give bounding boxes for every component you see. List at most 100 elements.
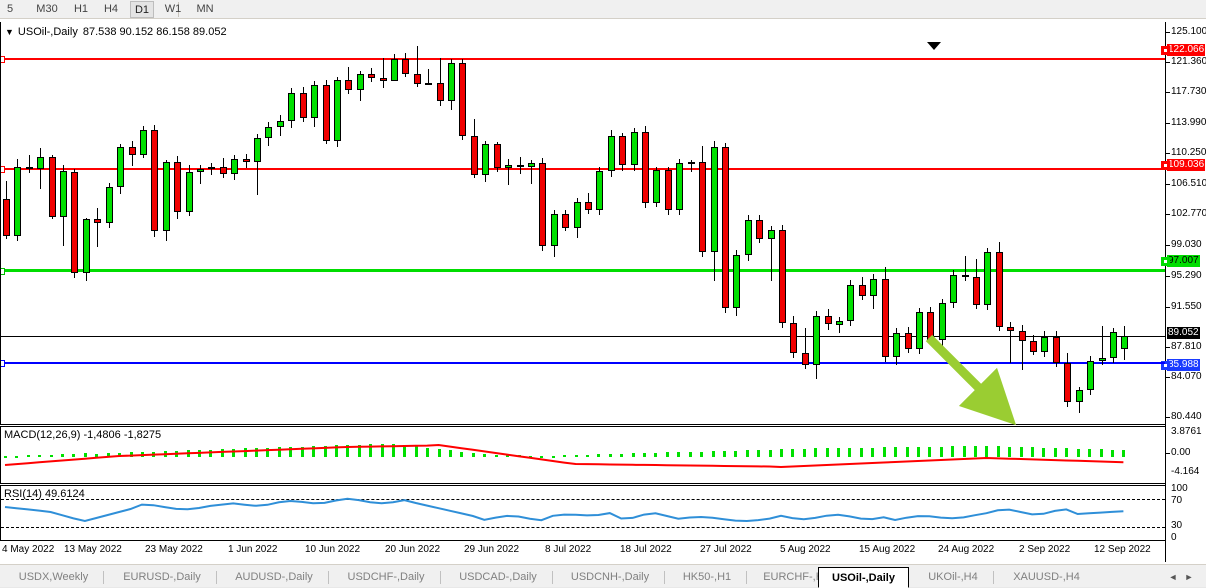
macd-histogram-bar (780, 449, 783, 457)
price-level-marker[interactable] (1161, 257, 1170, 266)
chart-tab-usdxweekly[interactable]: USDX,Weekly (18, 571, 89, 583)
chevron-down-icon[interactable]: ▼ (5, 27, 14, 38)
candle-body-bullish (767, 229, 775, 239)
macd-histogram-bar (1019, 446, 1023, 457)
macd-histogram-bar (528, 455, 532, 458)
candle-wick (770, 225, 772, 282)
rsi-level-line-70 (1, 499, 1165, 500)
chart-tab-hk50h1[interactable]: HK50-,H1 (682, 571, 732, 583)
chart-tab-ukoilh4[interactable]: UKOil-,H4 (928, 571, 978, 583)
price-axis-label-87.810: 87.810 (1171, 341, 1202, 352)
timeframe-button-h1[interactable]: H1 (73, 3, 89, 15)
candle-body-bullish (607, 135, 615, 171)
level-line-89.052[interactable] (1, 336, 1165, 338)
macd-histogram-bar (814, 448, 818, 457)
rsi-indicator-pane[interactable]: RSI(14) 49.6124 (0, 485, 1165, 541)
macd-histogram-bar (928, 446, 932, 457)
candle-body-bearish (801, 353, 809, 366)
chart-tab-eurchfh1[interactable]: EURCHF-,H1 (763, 571, 830, 583)
macd-histogram-bar (665, 452, 669, 457)
candle-body-bullish (37, 156, 45, 170)
candle-body-bearish (379, 77, 387, 81)
candle-body-bearish (973, 276, 980, 305)
price-plot-area[interactable]: ▼ USOil-,Daily 87.538 90.152 86.158 89.052 (1, 22, 1165, 424)
timeframe-button-h4[interactable]: H4 (103, 3, 119, 15)
candle-body-bearish (961, 275, 969, 278)
macd-histogram-bar (1099, 449, 1103, 457)
macd-indicator-pane[interactable]: MACD(12,26,9) -1,4806 -1,8275 (0, 426, 1165, 484)
chart-tab-usdcnhdaily[interactable]: USDCNH-,Daily (570, 571, 650, 583)
macd-histogram-bar (757, 449, 761, 457)
macd-histogram-bar (118, 452, 122, 457)
date-axis-label: 4 May 2022 (2, 544, 55, 555)
candle-body-bearish (219, 167, 227, 175)
price-axis-label-110.250: 110.250 (1171, 147, 1206, 158)
candle-body-bullish (527, 163, 535, 168)
macd-histogram-bar (1122, 450, 1126, 457)
tab-scroll-next-icon[interactable]: ► (1184, 572, 1194, 582)
candle-body-bullish (288, 92, 296, 122)
price-axis-label-0: 0 (1171, 532, 1177, 543)
timeframe-button-d1[interactable]: D1 (130, 1, 154, 18)
level-line-handle[interactable] (1, 268, 5, 276)
price-axis-badge-89.052: 89.052 (1167, 327, 1200, 339)
candle-wick (1010, 322, 1012, 364)
candle-wick (28, 154, 30, 174)
candle-body-bearish (664, 170, 672, 211)
timeframe-button-w1[interactable]: W1 (164, 3, 182, 15)
level-line-handle[interactable] (1, 56, 5, 64)
chart-tab-audusddaily[interactable]: AUDUSD-,Daily (235, 571, 313, 583)
tab-scroll-prev-icon[interactable]: ◄ (1168, 572, 1178, 582)
price-level-marker[interactable] (1161, 361, 1170, 370)
level-line-122.066[interactable] (1, 56, 1165, 64)
price-level-marker[interactable] (1161, 161, 1170, 170)
candle-wick (690, 159, 692, 172)
price-axis-badge-97.007: 97.007 (1167, 255, 1200, 267)
macd-histogram-bar (61, 454, 65, 457)
level-line-109.036[interactable] (1, 166, 1165, 174)
date-axis-label: 8 Jul 2022 (545, 544, 592, 555)
chart-tab-usdcaddaily[interactable]: USDCAD-,Daily (459, 571, 537, 583)
timeframe-button-m30[interactable]: M30 (36, 3, 58, 15)
timeframe-button-mn[interactable]: MN (196, 3, 214, 15)
price-axis-label-113.990: 113.990 (1171, 117, 1206, 128)
macd-histogram-bar (312, 446, 316, 457)
candle-body-bullish (391, 59, 398, 81)
price-level-marker[interactable] (1161, 46, 1170, 55)
macd-histogram-bar (220, 449, 224, 457)
price-axis-tick (1166, 214, 1170, 215)
candle-body-bullish (14, 166, 22, 236)
down-right-arrow-icon[interactable] (925, 334, 1020, 432)
macd-histogram-bar (106, 453, 110, 457)
date-axis-label: 29 Jun 2022 (464, 544, 520, 555)
date-axis[interactable]: 4 May 2022 13 May 2022 23 May 2022 1 Jun 20… (0, 541, 1165, 562)
macd-histogram-bar (734, 450, 738, 457)
level-line-handle[interactable] (1, 166, 5, 174)
price-axis[interactable]: 125.100 122.066 121.360 117.730 113.990 110.2… (1161, 22, 1206, 562)
candle-body-bullish (1121, 335, 1129, 350)
level-line-handle[interactable] (1, 359, 5, 367)
price-chart-pane[interactable]: ▼ USOil-,Daily 87.538 90.152 86.158 89.052 (0, 22, 1165, 425)
candle-body-bullish (105, 186, 113, 223)
price-axis-tick (1166, 276, 1170, 277)
date-axis-label: 23 May 2022 (145, 544, 203, 555)
date-axis-label: 10 Jun 2022 (305, 544, 361, 555)
candle-body-bullish (1041, 336, 1049, 352)
timeframe-button-5[interactable]: 5 (6, 3, 14, 15)
tab-separator (103, 571, 104, 584)
chart-tab-xauusdh4[interactable]: XAUUSD-,H4 (1013, 571, 1080, 583)
chart-tab-usdchfdaily[interactable]: USDCHF-,Daily (347, 571, 425, 583)
level-line-97.007[interactable] (1, 268, 1165, 276)
chart-tab-usoildaily[interactable]: USOil-,Daily (818, 567, 909, 588)
macd-histogram-bar (643, 453, 647, 457)
candle-body-bullish (333, 80, 341, 142)
level-line-85.988[interactable] (1, 359, 1165, 367)
candle-wick (839, 317, 841, 334)
price-axis-tick (1166, 347, 1170, 348)
toolbar-divider (178, 2, 179, 17)
price-axis-label-121.360: 121.360 (1171, 56, 1206, 67)
date-axis-label: 5 Aug 2022 (780, 544, 831, 555)
chart-tab-eurusddaily[interactable]: EURUSD-,Daily (123, 571, 201, 583)
macd-histogram-bar (745, 450, 749, 457)
candle-body-bearish (904, 333, 912, 350)
